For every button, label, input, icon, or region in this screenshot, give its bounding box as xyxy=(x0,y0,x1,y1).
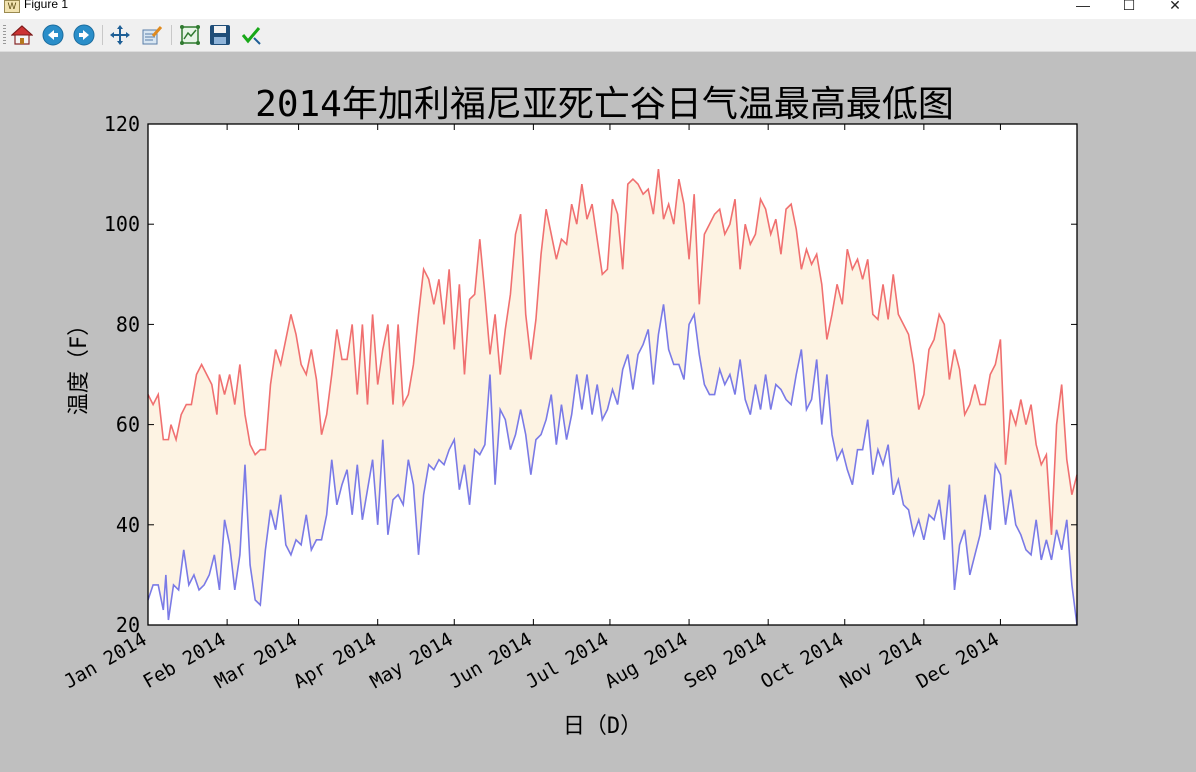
pan-button[interactable] xyxy=(108,23,132,47)
x-tick-label: Oct 2014 xyxy=(757,628,847,693)
maximize-button[interactable]: ☐ xyxy=(1122,0,1136,13)
x-tick-label: Jun 2014 xyxy=(446,628,536,693)
zoom-icon xyxy=(142,26,163,45)
subplots-button[interactable] xyxy=(178,23,202,47)
x-axis-label: 日（D） xyxy=(563,714,642,739)
plot-frame xyxy=(147,123,1078,626)
x-tick-label: Mar 2014 xyxy=(211,628,301,693)
y-tick-label: 60 xyxy=(116,413,140,437)
y-tick-label: 20 xyxy=(116,613,140,637)
x-tick-label: Aug 2014 xyxy=(601,628,691,693)
toolbar-grip xyxy=(3,25,6,45)
chart-title: 2014年加利福尼亚死亡谷日气温最高最低图 xyxy=(255,84,954,125)
x-tick-label: Apr 2014 xyxy=(290,628,380,693)
back-button[interactable] xyxy=(41,23,65,47)
toolbar-separator xyxy=(171,25,172,45)
subplots-icon xyxy=(180,25,200,45)
home-button[interactable] xyxy=(10,23,34,47)
y-tick-label: 120 xyxy=(104,112,140,136)
y-tick-label: 80 xyxy=(116,312,140,336)
x-tick-label: May 2014 xyxy=(367,628,457,693)
y-tick-label: 100 xyxy=(104,212,140,236)
zoom-button[interactable] xyxy=(140,23,164,47)
edit-icon xyxy=(241,27,261,45)
x-tick-label: Jul 2014 xyxy=(522,628,612,693)
home-icon xyxy=(11,25,33,45)
edit-button[interactable] xyxy=(239,23,263,47)
toolbar-separator xyxy=(102,25,103,45)
window-title: Figure 1 xyxy=(24,0,69,11)
x-tick-label: Dec 2014 xyxy=(913,628,1003,693)
close-button[interactable]: ✕ xyxy=(1169,0,1181,13)
x-tick-label: Sep 2014 xyxy=(680,628,770,693)
y-axis-label: 温度（F） xyxy=(67,314,92,415)
forward-icon xyxy=(73,24,95,46)
x-tick-label: Nov 2014 xyxy=(836,628,926,693)
pan-icon xyxy=(110,25,130,45)
figure-canvas[interactable]: 20 40 60 80 100 120 Jan 2014 Feb 2014 Mar 2014 Ap… xyxy=(0,52,1196,768)
forward-button[interactable] xyxy=(72,23,96,47)
window-titlebar: W Figure 1 — ☐ ✕ xyxy=(0,0,1196,19)
app-icon: W xyxy=(4,0,20,13)
save-button[interactable] xyxy=(208,23,232,47)
series-line-high xyxy=(147,169,1078,535)
y-tick-label: 40 xyxy=(116,513,140,537)
save-icon xyxy=(210,25,230,45)
minimize-button[interactable]: — xyxy=(1076,0,1090,13)
x-tick-label: Jan 2014 xyxy=(60,628,150,693)
toolbar xyxy=(0,19,1196,52)
back-icon xyxy=(42,24,64,46)
series-line-low xyxy=(147,304,1078,626)
